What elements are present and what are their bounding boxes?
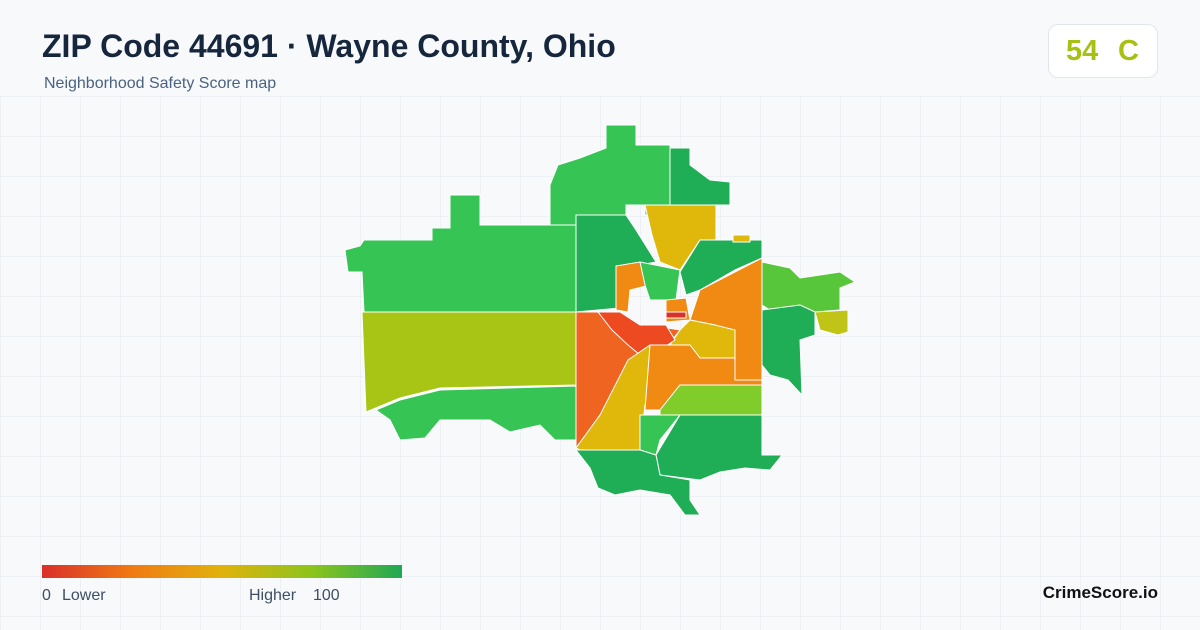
legend-min-label: Lower: [62, 587, 106, 604]
regions: [344, 124, 857, 516]
brand: CrimeScore.io: [1042, 583, 1158, 602]
title: ZIP Code 44691 · Wayne County, Ohio: [42, 28, 616, 64]
subtitle: Neighborhood Safety Score map: [44, 75, 277, 92]
legend-bar: [42, 565, 402, 578]
legend-min: 0: [42, 587, 51, 604]
grade: C: [1118, 35, 1139, 67]
score: 54: [1066, 35, 1099, 67]
legend-max: 100: [313, 587, 340, 604]
legend-max-label: Higher: [249, 587, 297, 604]
score-box: [1048, 24, 1158, 78]
